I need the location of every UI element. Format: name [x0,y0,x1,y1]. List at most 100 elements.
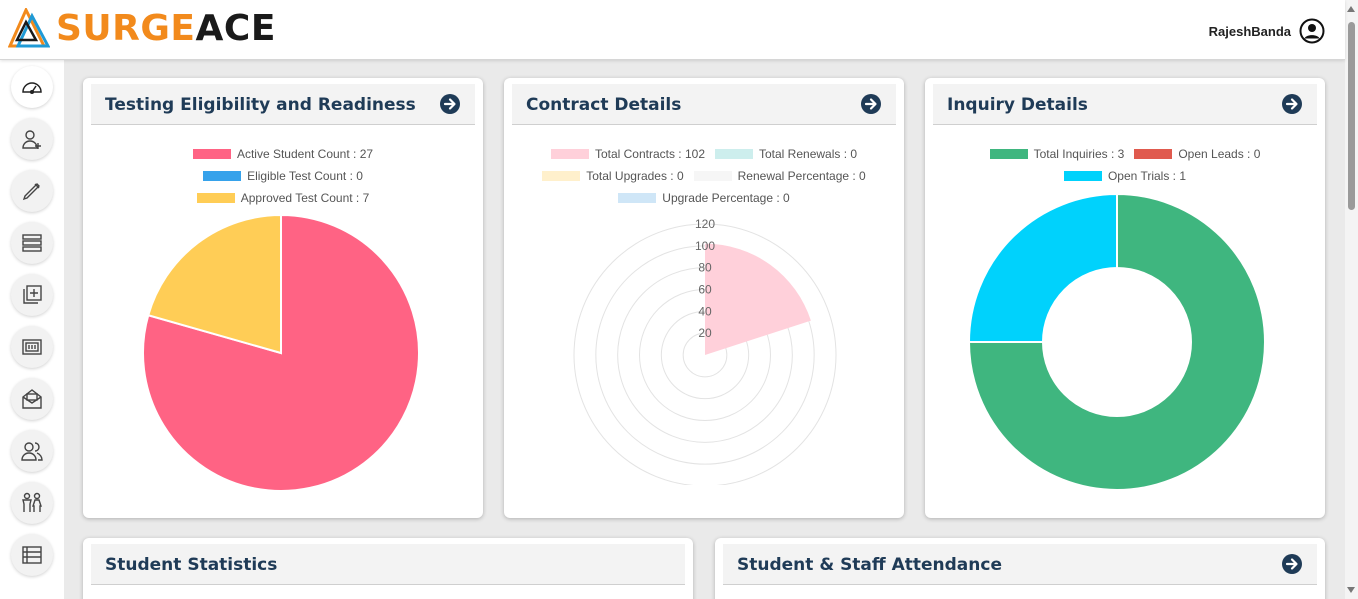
arrow-right-circle-icon[interactable] [439,93,461,115]
legend-item[interactable]: Active Student Count : 27 [192,147,374,161]
legend-item[interactable]: Total Inquiries : 3 [989,147,1125,161]
polar-area-chart: 20 40 60 80 100 120 [573,217,837,485]
chart-legend: Total Inquiries : 3 Open Leads : 0 Open … [933,147,1317,183]
legend-label: Active Student Count : 27 [236,147,374,161]
legend-label: Eligible Test Count : 0 [247,169,363,183]
speedometer-icon [22,82,42,95]
sidebar-item-money[interactable] [11,326,53,368]
pie-slice[interactable] [142,213,420,492]
card-title: Inquiry Details [947,95,1088,115]
legend-swatch [989,149,1028,159]
pencil-icon [22,183,40,201]
page-scrollbar[interactable] [1345,0,1358,599]
chart-legend: Active Student Count : 27 Eligible Test … [91,147,475,205]
arrow-right-circle-icon[interactable] [1281,553,1303,575]
inquiry-details-card: Inquiry Details Total Inquiries : 3 Open… [925,78,1325,518]
pie-chart [142,213,420,492]
dashboard-main: Testing Eligibility and Readiness Active… [64,61,1345,599]
legend-swatch [196,193,235,203]
attendance-card: Student & Staff Attendance [715,538,1325,599]
legend-item[interactable]: Eligible Test Count : 0 [203,169,363,183]
polar-tick-label: 100 [695,239,715,253]
card-title: Student Statistics [105,555,278,575]
arrow-right-circle-icon[interactable] [860,93,882,115]
card-body: Active Student Count : 27 Eligible Test … [91,125,475,512]
legend-label: Open Trials : 1 [1107,169,1187,183]
library-add-icon [23,285,42,304]
scroll-down-icon[interactable] [1347,587,1355,593]
sidebar-item-users[interactable] [11,430,53,472]
legend-swatch [618,193,657,203]
legend-swatch [693,171,732,181]
sidebar-item-edit[interactable] [11,170,53,212]
arrow-right-circle-icon[interactable] [1281,93,1303,115]
legend-swatch [542,171,581,181]
legend-label: Total Renewals : 0 [759,147,858,161]
legend-item[interactable]: Open Trials : 1 [1063,169,1187,183]
sidebar-item-mail[interactable] [11,378,53,420]
sidebar-item-family[interactable] [11,482,53,524]
legend-swatch [550,149,589,159]
polar-tick-label: 120 [695,217,715,231]
user-menu[interactable]: RajeshBanda [1209,18,1325,44]
polar-tick-label: 60 [698,283,712,297]
legend-label: Total Inquiries : 3 [1033,147,1125,161]
polar-tick-label: 80 [698,261,712,275]
card-header: Student & Staff Attendance [723,544,1317,585]
money-icon [22,339,42,355]
user-plus-icon [22,130,41,149]
doughnut-segment[interactable] [967,192,1266,491]
sidebar-item-dashboard[interactable] [11,66,53,108]
legend-label: Open Leads : 0 [1178,147,1261,161]
logo-triangle-icon [8,8,50,48]
sidebar-item-table[interactable] [11,534,53,576]
card-title: Student & Staff Attendance [737,555,1002,575]
legend-swatch [1063,171,1102,181]
legend-swatch [192,149,231,159]
legend-label: Total Contracts : 102 [594,147,705,161]
contract-details-card: Contract Details Total Contracts : 102 T… [504,78,904,518]
polar-tick-label: 40 [698,304,712,318]
legend-swatch [203,171,242,181]
legend-swatch [1134,149,1173,159]
doughnut-segment[interactable] [967,192,1118,343]
card-header: Testing Eligibility and Readiness [91,84,475,125]
card-header: Student Statistics [91,544,685,585]
legend-swatch [715,149,753,159]
surgeace-logo[interactable]: SURGEACE [8,8,276,50]
logo-part1: SURGE [56,8,196,49]
polar-tick-label: 20 [698,326,712,340]
legend-item[interactable]: Open Leads : 0 [1134,147,1260,161]
card-title: Testing Eligibility and Readiness [105,95,416,115]
sidebar-item-add-user[interactable] [11,118,53,160]
card-body: Total Contracts : 102 Total Renewals : 0… [512,125,896,512]
sidebar-item-library-add[interactable] [11,274,53,316]
top-header: SURGEACE RajeshBanda [0,0,1345,60]
logo-wordmark: SURGEACE [56,8,276,50]
table-list-icon [22,546,42,564]
legend-item[interactable]: Renewal Percentage : 0 [693,169,866,183]
sidebar-item-list[interactable] [11,222,53,264]
legend-item[interactable]: Total Renewals : 0 [715,147,857,161]
family-icon [22,492,42,512]
users-icon [21,442,43,461]
legend-item[interactable]: Total Contracts : 102 [550,147,705,161]
scroll-up-icon[interactable] [1347,6,1355,12]
doughnut-chart [967,192,1266,491]
legend-item[interactable]: Upgrade Percentage : 0 [618,191,790,205]
student-statistics-card: Student Statistics [83,538,693,599]
legend-item[interactable]: Approved Test Count : 7 [196,191,369,205]
card-body: Total Inquiries : 3 Open Leads : 0 Open … [933,125,1317,512]
polar-grid-circle [573,223,837,485]
pie-slice[interactable] [147,213,282,355]
legend-label: Total Upgrades : 0 [586,169,684,183]
card-title: Contract Details [526,95,682,115]
legend-label: Upgrade Percentage : 0 [662,191,790,205]
legend-item[interactable]: Total Upgrades : 0 [542,169,684,183]
scrollbar-thumb[interactable] [1348,22,1355,210]
card-header: Contract Details [512,84,896,125]
testing-eligibility-card: Testing Eligibility and Readiness Active… [83,78,483,518]
user-name: RajeshBanda [1208,23,1291,39]
polar-segment[interactable] [705,243,811,355]
user-circle-icon[interactable] [1299,18,1325,44]
